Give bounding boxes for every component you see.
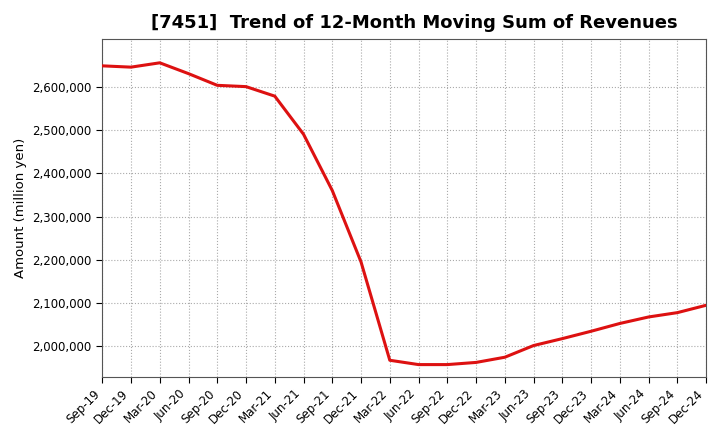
Y-axis label: Amount (million yen): Amount (million yen) xyxy=(14,138,27,278)
Text: [7451]  Trend of 12-Month Moving Sum of Revenues: [7451] Trend of 12-Month Moving Sum of R… xyxy=(150,14,678,32)
